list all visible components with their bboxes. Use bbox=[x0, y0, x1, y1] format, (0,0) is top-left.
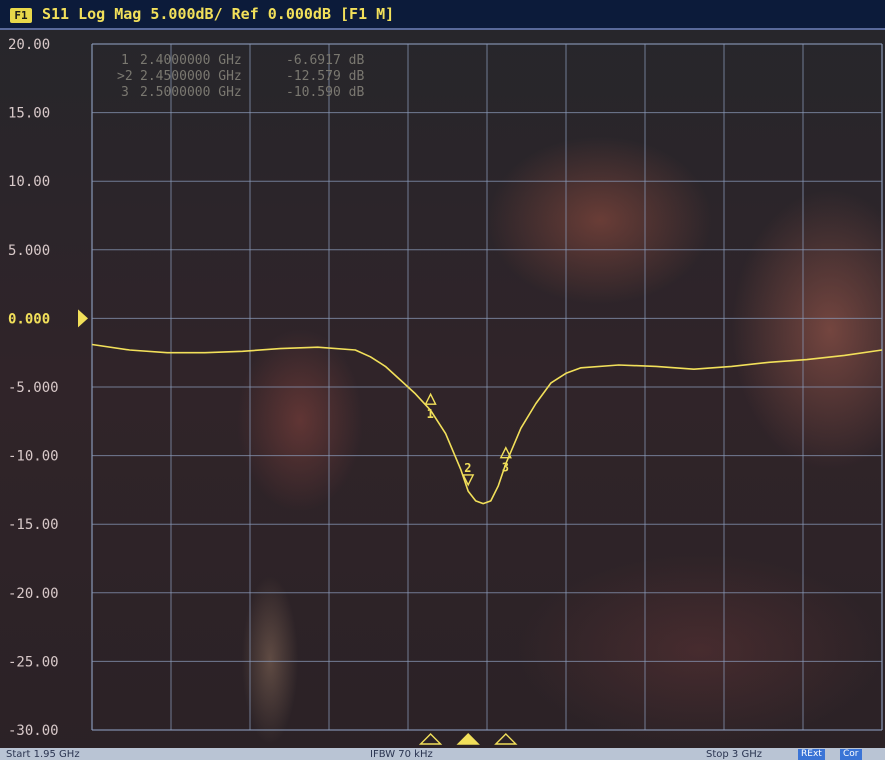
marker-3[interactable]: 3 bbox=[499, 446, 512, 475]
readout-value: -6.6917 dB bbox=[286, 53, 364, 68]
readout-marker-id: >2 bbox=[117, 69, 133, 84]
marker-triangle-icon bbox=[424, 392, 437, 405]
y-tick-label: -15.00 bbox=[8, 517, 59, 533]
start-frequency[interactable]: Start 1.95 GHz bbox=[6, 749, 80, 760]
marker-number: 2 bbox=[464, 461, 471, 475]
stop-frequency[interactable]: Stop 3 GHz bbox=[706, 749, 762, 760]
readout-marker-id: 3 bbox=[121, 85, 129, 100]
y-tick-label: -5.000 bbox=[8, 380, 59, 396]
y-tick-label: 0.000 bbox=[8, 311, 50, 327]
y-tick-label: -30.00 bbox=[8, 723, 59, 739]
y-tick-label: 10.00 bbox=[8, 174, 50, 190]
marker-triangle-icon bbox=[499, 446, 512, 459]
marker-layer: 1 2 3 bbox=[418, 392, 518, 745]
y-tick-label: -10.00 bbox=[8, 449, 59, 465]
y-tick-label: -20.00 bbox=[8, 586, 59, 602]
readout-marker-id: 1 bbox=[121, 53, 129, 68]
marker-axis-indicator-icon[interactable] bbox=[456, 733, 480, 745]
y-tick-label: 20.00 bbox=[8, 37, 50, 53]
trace-layer bbox=[91, 343, 883, 505]
channel-badge[interactable]: F1 bbox=[10, 8, 32, 23]
marker-triangle-icon bbox=[462, 474, 475, 487]
y-tick-label: 15.00 bbox=[8, 106, 50, 122]
readout-value: -12.579 dB bbox=[286, 69, 364, 84]
grid bbox=[91, 43, 883, 731]
reference-level-arrow-icon[interactable] bbox=[78, 309, 88, 328]
marker-axis-indicator-icon[interactable] bbox=[418, 733, 443, 745]
trace-title[interactable]: S11 Log Mag 5.000dB/ Ref 0.000dB [F1 M] bbox=[42, 5, 395, 23]
cor-button[interactable]: Cor bbox=[840, 749, 862, 760]
s11-trace bbox=[91, 343, 883, 505]
y-tick-label: 5.000 bbox=[8, 243, 50, 259]
marker-number: 3 bbox=[502, 461, 509, 475]
marker-1[interactable]: 1 bbox=[424, 392, 437, 421]
ext-button[interactable]: RExt bbox=[798, 749, 825, 760]
readout-frequency: 2.4000000 GHz bbox=[140, 53, 242, 68]
ifbw-value[interactable]: IFBW 70 kHz bbox=[370, 749, 433, 760]
marker-2[interactable]: 2 bbox=[462, 461, 475, 487]
readout-frequency: 2.4500000 GHz bbox=[140, 69, 242, 84]
trace-header: F1 S11 Log Mag 5.000dB/ Ref 0.000dB [F1 … bbox=[0, 0, 885, 30]
marker-readout: 1 2.4000000 GHz -6.6917 dB >2 2.4500000 GHz -… bbox=[117, 53, 364, 100]
status-bar: Start 1.95 GHz IFBW 70 kHz Stop 3 GHz RE… bbox=[0, 748, 885, 760]
marker-number: 1 bbox=[427, 407, 434, 421]
readout-value: -10.590 dB bbox=[286, 85, 364, 100]
readout-frequency: 2.5000000 GHz bbox=[140, 85, 242, 100]
y-tick-label: -25.00 bbox=[8, 654, 59, 670]
marker-axis-indicator-icon[interactable] bbox=[494, 733, 518, 745]
y-tick-labels: 20.00 15.00 10.00 5.000 0.000 -5.000 -10.00 -15… bbox=[8, 37, 88, 739]
